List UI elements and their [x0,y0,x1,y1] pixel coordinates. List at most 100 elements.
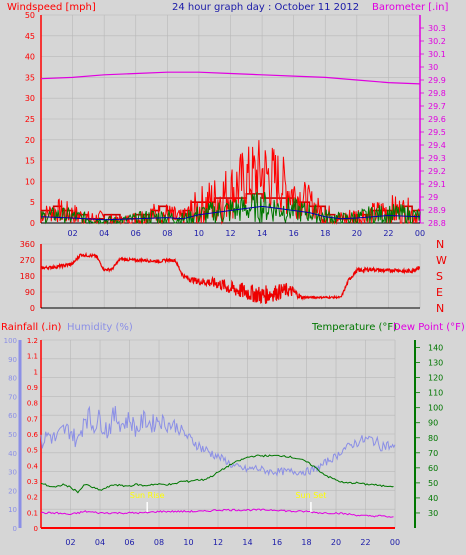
wind-barometer-panel: 0 5 10 15 20 25 30 35 40 45 50 28.8 28.9 29 29.1 29.2 29… [25,11,446,238]
rain-humidity-temp-panel: 010203040506070809010000.10.20.30.40.50.… [4,337,444,547]
sunrise-label: Sun Rise [130,491,165,500]
x-tick-label: 12 [225,229,235,238]
barometer-tick-label: 29 [428,193,438,202]
compass-label: N [436,302,444,315]
temperature-tick-label: 60 [428,464,438,473]
temperature-tick-label: 70 [428,449,438,458]
x-tick-label: 02 [67,229,77,238]
x-tick-label: 02 [65,538,75,547]
temperature-line [40,454,394,494]
x-tick-label: 18 [301,538,311,547]
x-tick-label: 12 [213,538,223,547]
rainfall-tick-label: 0 [34,525,38,533]
barometer-tick-label: 29.9 [428,76,446,85]
rainfall-tick-label: 0.1 [27,509,38,517]
direction-tick-label: 0 [30,304,35,313]
x-tick-label: 16 [289,229,299,238]
x-tick-label: 10 [183,538,193,547]
barometer-tick-label: 29.7 [428,102,446,111]
compass-label: S [436,270,443,283]
windspeed-tick-label: 15 [25,157,35,166]
humidity-tick-label: 40 [8,450,17,458]
humidity-tick-label: 10 [8,506,17,514]
temperature-tick-label: 130 [428,359,443,368]
barometer-tick-label: 29.4 [428,141,446,150]
barometer-axis-label: Barometer [.in] [372,2,448,13]
barometer-tick-label: 29.2 [428,167,446,176]
temperature-tick-label: 50 [428,479,438,488]
windspeed-tick-label: 25 [25,115,35,124]
windspeed-tick-label: 10 [25,177,35,186]
x-tick-label: 22 [360,538,370,547]
sunset-label: Sun Set [295,491,326,500]
x-tick-label: 04 [99,229,109,238]
x-tick-label: 14 [257,229,267,238]
temperature-tick-label: 40 [428,494,438,503]
windspeed-tick-label: 0 [30,219,35,228]
humidity-tick-label: 90 [8,356,17,364]
direction-tick-label: 180 [20,272,35,281]
rainfall-tick-label: 0.5 [27,447,38,455]
temperature-tick-label: 140 [428,344,443,353]
rainfall-tick-label: 0.8 [27,400,38,408]
windspeed-tick-label: 5 [30,198,35,207]
compass-label: N [436,238,444,251]
humidity-tick-label: 20 [8,487,17,495]
windspeed-tick-label: 30 [25,94,35,103]
temperature-tick-label: 110 [428,389,443,398]
barometer-tick-label: 30.3 [428,24,446,33]
x-tick-label: 08 [162,229,172,238]
barometer-tick-label: 29.1 [428,180,446,189]
humidity-tick-label: 100 [4,337,17,345]
x-tick-label: 06 [131,229,141,238]
humidity-tick-label: 50 [8,431,17,439]
x-tick-label: 06 [124,538,134,547]
humidity-tick-label: 70 [8,393,17,401]
x-tick-label: 16 [272,538,282,547]
chart-title: 24 hour graph day : October 11 2012 [172,2,359,13]
compass-label: W [436,254,447,267]
temperature-tick-label: 120 [428,374,443,383]
direction-tick-label: 270 [20,256,35,265]
wind-direction-line [40,251,421,304]
x-tick-label: 22 [383,229,393,238]
rainfall-tick-label: 0.6 [27,431,39,439]
rainfall-tick-label: 0.7 [27,415,38,423]
barometer-tick-label: 28.8 [428,219,446,228]
humidity-line [40,405,396,477]
x-tick-label: 00 [415,229,425,238]
compass-label: E [436,286,443,299]
barometer-line [40,71,421,85]
dewpoint-line [40,508,394,518]
x-tick-label: 14 [242,538,252,547]
rainfall-tick-label: 1 [34,368,38,376]
rainfall-tick-label: 0.2 [27,494,38,502]
temperature-tick-label: 30 [428,509,438,518]
temperature-tick-label: 100 [428,404,443,413]
dewpoint-axis-label: Dew Point (°F) [393,322,465,333]
humidity-tick-label: 60 [8,412,17,420]
x-tick-label: 20 [352,229,362,238]
windspeed-tick-label: 40 [25,53,35,62]
rainfall-tick-label: 1.2 [27,337,38,345]
temperature-axis-label: Temperature (°F) [311,322,397,333]
x-tick-label: 00 [390,538,400,547]
windspeed-tick-label: 35 [25,73,35,82]
barometer-tick-label: 29.8 [428,89,446,98]
humidity-tick-label: 80 [8,375,17,383]
rainfall-tick-label: 0.3 [27,478,38,486]
windspeed-tick-label: 45 [25,32,35,41]
rainfall-axis-label: Rainfall (.in) [1,322,62,333]
rainfall-tick-label: 1.1 [27,353,38,361]
temperature-tick-label: 90 [428,419,438,428]
x-tick-label: 10 [194,229,204,238]
x-tick-label: 04 [95,538,105,547]
windmean-line [40,205,421,221]
windspeed-tick-label: 20 [25,136,35,145]
barometer-tick-label: 30.1 [428,50,446,59]
barometer-tick-label: 29.5 [428,128,446,137]
barometer-tick-label: 28.9 [428,206,446,215]
barometer-tick-label: 29.3 [428,154,446,163]
